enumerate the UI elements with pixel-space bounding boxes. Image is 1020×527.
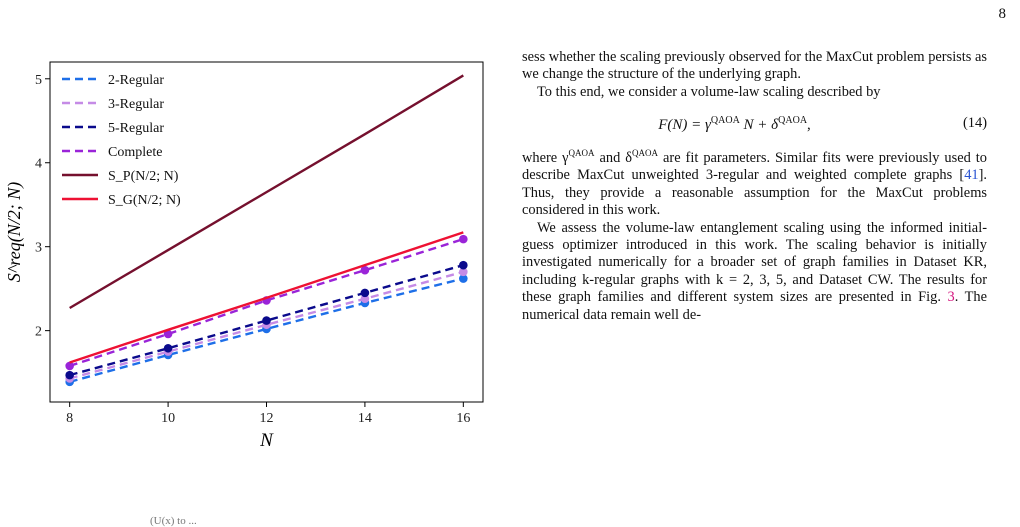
series-line	[69, 264, 464, 377]
x-tick-label: 12	[260, 411, 274, 426]
legend-label: Complete	[108, 145, 162, 160]
text-run: and δ	[594, 150, 633, 167]
citation-link[interactable]: 41	[964, 167, 979, 184]
x-tick-label: 14	[358, 411, 372, 426]
text-run: where γ	[522, 150, 569, 167]
text-run: . The numerical data remain well de-	[522, 289, 987, 323]
chart: 8 10 12 14 16 2 3 4 5 N S^req(N/2; N) 2-Regular 3-…	[4, 61, 484, 451]
figure-panel: 8 10 12 14 16 2 3 4 5 N S^req(N/2; N) 2-Regular 3-…	[0, 40, 500, 527]
paragraph: We assess the volume-law entanglement sc…	[522, 220, 987, 324]
legend: 2-Regular 3-Regular 5-Regular Complete S_P(N…	[62, 73, 181, 208]
text-superscript: QAOA	[632, 148, 659, 159]
paragraph: sess whether the scaling previously obse…	[522, 49, 987, 83]
y-tick-label: 2	[35, 325, 42, 340]
x-tick-label: 16	[456, 411, 470, 426]
text-run: are fit parameters. Similar fits were pr…	[522, 150, 987, 184]
text-column: sess whether the scaling previously obse…	[522, 49, 987, 324]
page-number: 8	[998, 6, 1007, 22]
data-point	[65, 361, 74, 371]
legend-label: S_P(N/2; N)	[108, 169, 179, 184]
data-point	[360, 294, 370, 304]
y-tick-label: 5	[35, 73, 42, 88]
y-axis-label: S^req(N/2; N)	[4, 182, 25, 282]
series-line	[69, 270, 464, 380]
data-point	[459, 267, 468, 277]
plot-area	[65, 74, 468, 387]
series-line	[69, 237, 464, 368]
data-point	[360, 265, 370, 275]
series-line	[69, 277, 464, 384]
data-point	[65, 370, 74, 380]
equation-middle: N + δ	[743, 117, 779, 134]
axis-label-group: N S^req(N/2; N)	[4, 182, 274, 451]
equation-superscript: QAOA	[778, 115, 808, 127]
axis-frame	[49, 61, 484, 403]
series-line	[69, 74, 464, 310]
text-run: We assess the volume-law entanglement sc…	[522, 219, 987, 306]
equation-end: ,	[807, 117, 811, 134]
data-point	[163, 343, 173, 353]
y-tick-label: 3	[35, 241, 42, 256]
data-point	[459, 274, 468, 283]
data-point	[262, 316, 271, 325]
paragraph: To this end, we consider a volume-law sc…	[537, 83, 881, 100]
paragraph: where γQAOA and δQAOA are fit parameters…	[522, 145, 987, 219]
text-superscript: QAOA	[568, 148, 595, 159]
axes-frame	[49, 61, 484, 403]
legend-label: 2-Regular	[108, 73, 164, 88]
equation-body: F(N) = γQAOA N + δQAOA,	[522, 112, 947, 134]
y-tick-label: 4	[35, 157, 42, 172]
tick-group: 8 10 12 14 16 2 3 4 5	[35, 73, 470, 426]
x-axis-label: N	[259, 430, 274, 451]
legend-label: 5-Regular	[108, 121, 164, 136]
data-point	[163, 329, 173, 339]
equation-lhs: F(N) = γ	[658, 117, 711, 134]
data-point	[360, 288, 370, 298]
series-line	[69, 231, 464, 364]
caption-fragment: (U(x) to ...	[150, 515, 197, 527]
equation-superscript: QAOA	[710, 115, 740, 127]
equation-14: F(N) = γQAOA N + δQAOA, (14)	[522, 104, 987, 142]
x-tick-label: 8	[66, 411, 73, 426]
equation-number: (14)	[963, 114, 987, 131]
legend-label: S_G(N/2; N)	[108, 193, 181, 208]
text-run: ]. Thus, they provide a reasonable assum…	[522, 167, 987, 219]
data-point	[459, 260, 468, 270]
data-point	[459, 234, 468, 244]
x-tick-label: 10	[161, 411, 175, 426]
figure-reference-link[interactable]: 3	[947, 289, 955, 306]
legend-label: 3-Regular	[108, 97, 164, 112]
